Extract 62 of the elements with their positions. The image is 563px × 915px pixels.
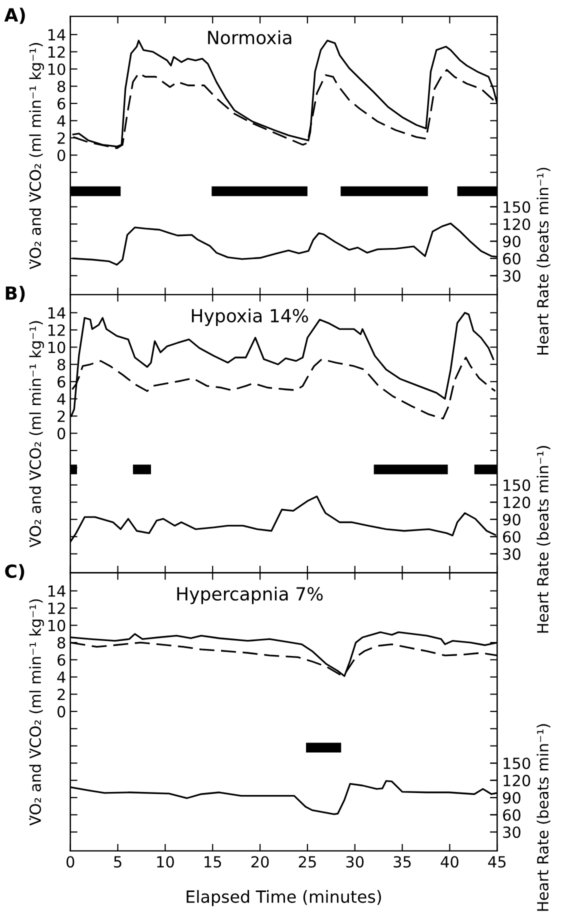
x-tick-label: 10 <box>157 856 174 868</box>
y-tick-label: 6 <box>58 376 66 388</box>
y-tick-label: 8 <box>58 637 66 649</box>
y-tick-label: 0 <box>57 428 66 440</box>
y-tick-label: 6 <box>58 98 66 110</box>
y-tick-label: 4 <box>57 394 66 405</box>
y-tick-label: 0 <box>57 150 66 162</box>
x-tick-label: 40 <box>440 856 458 868</box>
y2-tick-label: 150 <box>504 201 530 213</box>
y2-tick-label: 60 <box>503 252 520 264</box>
y-tick-label: 4 <box>57 672 66 683</box>
x-tick-label: 25 <box>298 856 316 868</box>
y-tick-label: 10 <box>48 342 66 354</box>
y-tick-label: 14 <box>48 307 66 319</box>
y-tick-label: 12 <box>48 602 65 614</box>
y2-tick-label: 120 <box>504 496 530 508</box>
y2-tick-label: 60 <box>503 809 520 821</box>
y-tick-label: 8 <box>58 358 66 370</box>
text: C) <box>5 564 24 580</box>
y-tick-label: 12 <box>48 46 65 58</box>
y-tick-label: 2 <box>58 688 65 700</box>
y2-tick-label: 90 <box>502 514 520 526</box>
text: Hypercapnia 7% <box>177 586 323 604</box>
y2-tick-label: 120 <box>504 774 530 786</box>
y-tick-label: 2 <box>58 132 65 144</box>
y2-axis-title: Heart Rate (beats min⁻¹) <box>536 168 550 354</box>
y2-tick-label: 90 <box>502 236 520 248</box>
text: A) <box>4 8 25 24</box>
y-axis-title: V̇O₂ and V̇CO₂ (ml min⁻¹ kg⁻¹) <box>29 599 44 826</box>
y2-tick-label: 90 <box>502 792 520 804</box>
x-tick-label: 0 <box>66 856 74 868</box>
y-tick-label: 10 <box>48 620 66 632</box>
y-tick-label: 0 <box>57 706 66 718</box>
y-tick-label: 2 <box>58 410 65 422</box>
y-axis-title: V̇O₂ and V̇CO₂ (ml min⁻¹ kg⁻¹) <box>29 321 44 548</box>
y2-axis-title: Heart Rate (beats min⁻¹) <box>536 446 550 633</box>
y-tick-label: 14 <box>48 29 66 40</box>
text: Normoxia <box>208 30 292 44</box>
x-tick-label: 20 <box>251 856 269 868</box>
y2-axis-title: Heart Rate (beats min⁻¹) <box>536 724 550 911</box>
y2-tick-label: 60 <box>503 531 520 543</box>
y-tick-label: 10 <box>48 63 66 76</box>
x-tick-label: 30 <box>346 856 364 868</box>
y2-tick-label: 30 <box>503 826 520 838</box>
x-tick-label: 15 <box>204 856 222 868</box>
x-tick-label: 35 <box>394 856 411 868</box>
y-tick-label: 4 <box>57 115 66 126</box>
y-axis-title: V̇O₂ and V̇CO₂ (ml min⁻¹ kg⁻¹) <box>29 43 44 270</box>
x-axis-title: Elapsed Time (minutes) <box>186 890 381 906</box>
x-tick-label: 45 <box>488 856 506 868</box>
y2-tick-label: 150 <box>504 479 530 491</box>
y2-tick-label: 150 <box>504 758 530 770</box>
text: Hypoxia 14% <box>192 308 308 326</box>
y-tick-label: 6 <box>58 654 66 666</box>
y-tick-label: 12 <box>48 324 65 336</box>
x-tick-label: 5 <box>114 856 122 868</box>
text: B) <box>6 286 25 302</box>
y-tick-label: 14 <box>48 586 66 597</box>
y2-tick-label: 120 <box>504 218 530 230</box>
y2-tick-label: 30 <box>503 270 520 282</box>
y2-tick-label: 30 <box>503 548 520 560</box>
y-tick-label: 8 <box>58 80 66 92</box>
